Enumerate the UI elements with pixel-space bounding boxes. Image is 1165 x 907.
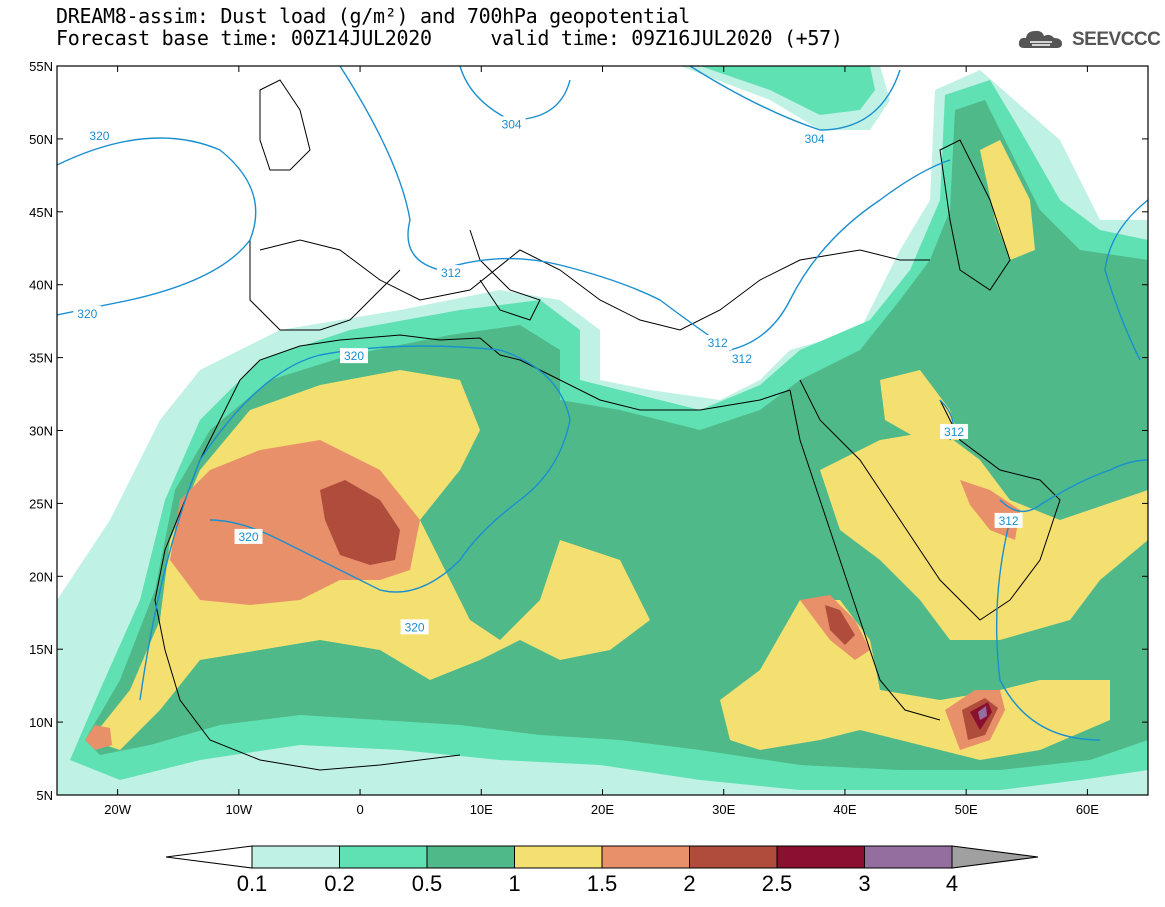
longitude-label: 40E xyxy=(833,802,856,817)
colorbar-label: 1 xyxy=(508,871,520,896)
dust-region-2 xyxy=(320,480,400,565)
dust-region-1.5 xyxy=(170,440,420,605)
contour-label: 320 xyxy=(405,620,425,634)
colorbar-label: 0.1 xyxy=(237,871,268,896)
contour-label-bg xyxy=(73,305,102,321)
latitude-label: 25N xyxy=(29,496,53,511)
longitude-label: 10W xyxy=(225,802,252,817)
contour-label: 320 xyxy=(344,349,364,363)
coastline-uk xyxy=(259,79,311,171)
cloud-logo-icon xyxy=(1018,30,1062,48)
latitude-label: 50N xyxy=(29,132,53,147)
contour-label-bg xyxy=(400,619,429,635)
contour-label: 312 xyxy=(732,352,752,366)
colorbar-high-triangle xyxy=(951,845,1039,869)
dust-region-3 xyxy=(978,706,987,720)
latitude-label: 45N xyxy=(29,205,53,220)
colorbar-swatch xyxy=(339,845,428,869)
colorbar-label: 0.5 xyxy=(412,871,443,896)
latitude-label: 10N xyxy=(29,715,53,730)
contour-label: 320 xyxy=(77,307,97,321)
longitude-label: 20E xyxy=(591,802,614,817)
contour-label-bg xyxy=(703,335,732,351)
map-subtitle: Forecast base time: 00Z14JUL2020 valid t… xyxy=(56,26,843,50)
colorbar-low-triangle xyxy=(165,845,253,869)
colorbar-label: 1.5 xyxy=(587,871,618,896)
contour-label-bg xyxy=(436,265,465,281)
contour-label-bg xyxy=(800,130,829,146)
latitude-label: 55N xyxy=(29,59,53,74)
latitude-label: 15N xyxy=(29,642,53,657)
latitude-labels: 55N 50N 45N 40N 35N 30N 25N 20N 15N 10N 5N xyxy=(29,59,53,803)
contour-label-bg xyxy=(940,423,969,439)
colorbar: 0.1 0.2 0.5 1 1.5 2 2.5 3 4 xyxy=(165,845,1039,896)
latitude-label: 20N xyxy=(29,569,53,584)
contour-312 xyxy=(339,66,951,351)
coastline-caspian xyxy=(939,139,1011,291)
contour-320-south xyxy=(139,345,571,701)
longitude-label: 0 xyxy=(356,802,363,817)
colorbar-label: 2 xyxy=(683,871,695,896)
contour-label: 304 xyxy=(502,117,522,131)
contour-label-bg xyxy=(727,351,756,367)
seevccc-logo: SEEVCCC xyxy=(1016,26,1161,54)
coastline-iberia xyxy=(249,240,401,331)
geopotential-contours xyxy=(57,66,1148,741)
longitude-label: 20W xyxy=(104,802,131,817)
dust-region-1-east xyxy=(820,430,1148,640)
contour-label-bg xyxy=(234,528,263,544)
longitude-label: 50E xyxy=(955,802,978,817)
dust-region-1-arabia xyxy=(880,370,960,440)
colorbar-swatch xyxy=(251,845,340,869)
colorbar-swatch xyxy=(514,845,603,869)
dust-region-0.2-north xyxy=(700,66,875,115)
contour-320-north xyxy=(57,137,257,316)
latitude-label: 35N xyxy=(29,351,53,366)
dust-region-2-horn xyxy=(825,605,855,645)
colorbar-label: 0.2 xyxy=(324,871,355,896)
contour-label-bg xyxy=(994,512,1023,528)
latitude-label: 30N xyxy=(29,424,53,439)
dust-load-field xyxy=(57,66,1148,795)
contour-label: 312 xyxy=(441,266,461,280)
colorbar-label: 3 xyxy=(858,871,870,896)
axis-ticks xyxy=(57,65,1148,796)
contour-312-far-east xyxy=(995,199,1148,741)
logo-text: SEEVCCC xyxy=(1072,29,1161,50)
contour-label: 312 xyxy=(944,425,964,439)
contour-labels: 320 320 320 320 320 312 312 312 312 312 304 304 xyxy=(73,116,1023,635)
longitude-label: 60E xyxy=(1076,802,1099,817)
contour-label-bg xyxy=(85,127,114,143)
longitude-label: 30E xyxy=(712,802,735,817)
contour-label: 312 xyxy=(708,336,728,350)
contour-label-bg xyxy=(497,116,526,132)
colorbar-swatch xyxy=(776,845,865,869)
contour-label: 320 xyxy=(89,129,109,143)
dust-region-1-horn xyxy=(720,600,1110,760)
coastline-africa-west xyxy=(154,345,461,771)
colorbar-swatch xyxy=(864,845,953,869)
contour-label: 304 xyxy=(805,132,825,146)
latitude-label: 40N xyxy=(29,278,53,293)
contour-label-bg xyxy=(339,348,368,364)
colorbar-swatch xyxy=(689,845,778,869)
latitude-label: 5N xyxy=(36,788,53,803)
dust-region-1-caspian xyxy=(980,140,1035,260)
map-title: DREAM8-assim: Dust load (g/m²) and 700hP… xyxy=(56,4,691,28)
coastline-red-sea xyxy=(789,389,941,721)
contour-label: 312 xyxy=(999,514,1019,528)
colorbar-label: 2.5 xyxy=(762,871,793,896)
colorbar-swatch xyxy=(426,845,515,869)
colorbar-label: 4 xyxy=(946,871,958,896)
dust-region-1.5-west xyxy=(85,725,112,750)
longitude-label: 10E xyxy=(470,802,493,817)
colorbar-swatch xyxy=(601,845,690,869)
contour-label: 320 xyxy=(239,530,259,544)
coastline-arabia xyxy=(799,379,1061,621)
coastline-europe xyxy=(259,239,930,331)
longitude-labels: 20W 10W 0 10E 20E 30E 40E 50E 60E xyxy=(104,802,1099,817)
coastline-north-africa xyxy=(299,334,791,411)
